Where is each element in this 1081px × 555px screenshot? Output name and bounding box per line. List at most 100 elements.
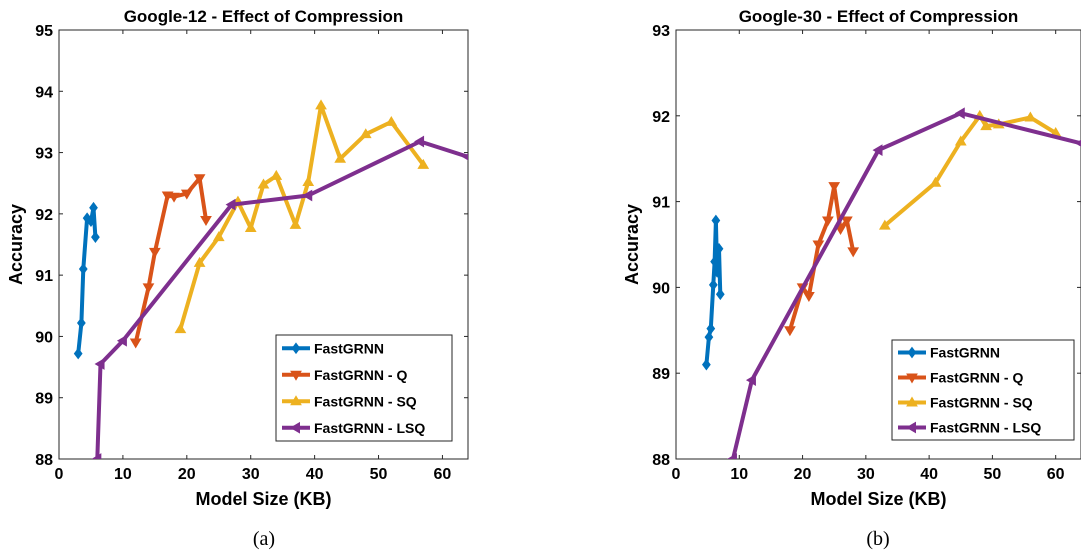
x-axis-label: Model Size (KB) bbox=[195, 489, 331, 509]
data-point-fastgrnn-q bbox=[142, 283, 155, 294]
data-point-fastgrnn-q bbox=[812, 240, 825, 251]
legend-marker-fastgrnn bbox=[907, 346, 917, 359]
data-point-fastgrnn-q bbox=[200, 215, 212, 226]
panel-a: 0 10 20 30 40 50 60 88 89 90 91 92 93 94 95 Google-12 -… bbox=[6, 7, 469, 550]
y-tick-label: 92 bbox=[35, 207, 53, 224]
data-point-fastgrnn bbox=[89, 201, 98, 214]
data-point-fastgrnn-lsq bbox=[1075, 139, 1081, 147]
data-point-fastgrnn bbox=[712, 266, 722, 278]
legend-label-fastgrnn-sq: FastGRNN - SQ bbox=[930, 395, 1033, 411]
y-tick-label: 91 bbox=[652, 195, 670, 212]
y-axis-label: Accuracy bbox=[622, 204, 642, 285]
data-point-fastgrnn-lsq bbox=[726, 453, 737, 459]
y-tick-label: 89 bbox=[35, 391, 53, 408]
data-point-fastgrnn-sq bbox=[257, 178, 270, 189]
data-point-fastgrnn-q bbox=[193, 174, 206, 185]
series-line-fastgrnn bbox=[76, 205, 98, 356]
figure-caption: (a) bbox=[253, 528, 275, 550]
data-point-fastgrnn-lsq bbox=[302, 189, 313, 202]
y-tick-label: 93 bbox=[35, 146, 53, 163]
y-tick-label: 88 bbox=[35, 452, 53, 469]
data-point-fastgrnn-sq bbox=[270, 169, 283, 180]
data-point-fastgrnn-q bbox=[847, 247, 860, 258]
data-point-fastgrnn-sq bbox=[980, 120, 992, 131]
legend-box bbox=[275, 334, 453, 442]
x-tick-label: 60 bbox=[434, 466, 452, 483]
legend-label-fastgrnn-sq: FastGRNN - SQ bbox=[314, 393, 417, 409]
data-point-fastgrnn-lsq bbox=[225, 198, 236, 211]
x-tick-label: 50 bbox=[984, 466, 1002, 483]
data-point-fastgrnn-sq bbox=[334, 152, 347, 163]
y-tick-label: 95 bbox=[35, 23, 53, 40]
data-point-fastgrnn-sq bbox=[315, 99, 327, 110]
plot-series-group bbox=[73, 99, 468, 459]
series-line-fastgrnn-sq bbox=[178, 103, 426, 332]
data-point-fastgrnn-q bbox=[803, 291, 815, 302]
legend-label-fastgrnn-q: FastGRNN - Q bbox=[930, 370, 1023, 386]
x-tick-label: 0 bbox=[672, 466, 681, 483]
data-point-fastgrnn-sq bbox=[385, 115, 398, 126]
data-point-fastgrnn-q bbox=[828, 182, 841, 193]
data-point-fastgrnn bbox=[708, 278, 718, 291]
data-point-fastgrnn-sq bbox=[1024, 111, 1037, 122]
data-point-fastgrnn-q bbox=[180, 189, 193, 200]
data-point-fastgrnn-sq bbox=[954, 135, 967, 146]
data-point-fastgrnn-lsq bbox=[462, 153, 468, 161]
y-tick-label: 90 bbox=[35, 329, 53, 346]
legend-label-fastgrnn: FastGRNN bbox=[314, 340, 384, 356]
x-tick-label: 40 bbox=[306, 466, 324, 483]
y-tick-label: 93 bbox=[652, 23, 670, 40]
legend-label-fastgrnn-lsq: FastGRNN - LSQ bbox=[930, 420, 1041, 436]
data-point-fastgrnn-q bbox=[148, 247, 161, 258]
plot-area-frame bbox=[58, 29, 469, 460]
y-tick-label: 88 bbox=[652, 452, 670, 469]
series-line-fastgrnn-sq bbox=[882, 113, 1058, 228]
panel-b: 0 10 20 30 40 50 60 88 89 90 91 92 93 Google-30 - Eff… bbox=[622, 7, 1081, 550]
y-tick-label: 92 bbox=[652, 109, 670, 126]
legend-marker-fastgrnn-q bbox=[290, 370, 302, 381]
data-point-fastgrnn bbox=[704, 331, 714, 343]
y-tick-label: 89 bbox=[652, 366, 670, 383]
figure-caption: (b) bbox=[866, 528, 889, 550]
data-point-fastgrnn bbox=[715, 288, 725, 301]
data-point-fastgrnn bbox=[710, 255, 719, 268]
data-point-fastgrnn-lsq bbox=[414, 135, 425, 148]
x-tick-label: 60 bbox=[1047, 466, 1065, 483]
x-tick-label: 50 bbox=[370, 466, 388, 483]
data-point-fastgrnn bbox=[91, 231, 100, 243]
data-point-fastgrnn bbox=[706, 322, 716, 335]
data-point-fastgrnn bbox=[86, 215, 96, 228]
data-point-fastgrnn-lsq bbox=[94, 358, 105, 370]
data-point-fastgrnn-sq bbox=[417, 158, 430, 169]
legend: FastGRNN FastGRNN - Q FastGRNN - SQ FastGRN… bbox=[891, 339, 1075, 441]
data-point-fastgrnn-sq bbox=[212, 231, 225, 242]
plot-area-frame bbox=[675, 29, 1081, 460]
data-point-fastgrnn-q bbox=[168, 192, 180, 203]
y-tick-label: 94 bbox=[35, 84, 53, 101]
data-point-fastgrnn-sq bbox=[929, 176, 942, 187]
x-tick-label: 0 bbox=[55, 466, 64, 483]
data-point-fastgrnn-sq bbox=[289, 218, 302, 229]
legend-marker-fastgrnn-lsq bbox=[290, 421, 300, 434]
data-point-fastgrnn-sq bbox=[302, 176, 315, 186]
legend-box bbox=[891, 339, 1075, 441]
plot-series-group bbox=[702, 107, 1081, 459]
y-axis-label: Accuracy bbox=[6, 204, 26, 285]
legend-marker-fastgrnn-lsq bbox=[906, 421, 916, 434]
legend-marker-fastgrnn bbox=[291, 342, 301, 355]
data-point-fastgrnn-lsq bbox=[872, 144, 883, 156]
chart-title: Google-12 - Effect of Compression bbox=[124, 7, 404, 26]
data-point-fastgrnn-sq bbox=[878, 219, 891, 230]
x-tick-label: 30 bbox=[857, 466, 875, 483]
legend-marker-fastgrnn-sq bbox=[290, 395, 302, 406]
data-point-fastgrnn-sq bbox=[244, 221, 257, 232]
data-point-fastgrnn bbox=[78, 263, 88, 275]
data-point-fastgrnn-sq bbox=[359, 128, 372, 139]
data-point-fastgrnn bbox=[711, 214, 721, 227]
x-axis-label: Model Size (KB) bbox=[810, 489, 946, 509]
legend-marker-fastgrnn-q bbox=[906, 373, 918, 384]
x-tick-label: 20 bbox=[178, 466, 196, 483]
data-point-fastgrnn-lsq bbox=[91, 453, 102, 459]
y-tick-label: 90 bbox=[652, 280, 670, 297]
